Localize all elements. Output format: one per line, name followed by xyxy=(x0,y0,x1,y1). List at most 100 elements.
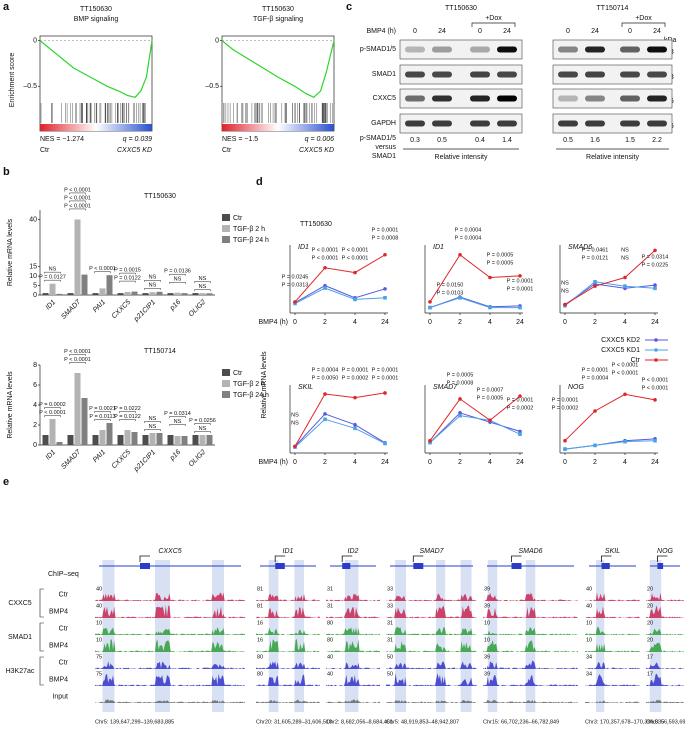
x-tick-label: 4 xyxy=(353,319,357,326)
blot-band xyxy=(432,95,452,102)
data-point xyxy=(323,265,327,270)
p-value-label: P = 0.0005 xyxy=(447,372,474,378)
p-value-label: P = 0.0021 xyxy=(89,406,116,412)
legend-swatch xyxy=(222,391,230,398)
blot-row-label: SMAD1 xyxy=(372,71,396,78)
bar xyxy=(56,293,63,295)
data-point xyxy=(323,392,327,396)
series-line xyxy=(294,418,386,448)
legend-label: TGF-β 24 h xyxy=(233,392,269,399)
bar xyxy=(49,283,56,295)
bar xyxy=(149,433,156,445)
ratio-value: 1.4 xyxy=(502,137,512,144)
p-value-label: P = 0.0313 xyxy=(282,282,309,288)
exon xyxy=(413,563,424,569)
legend-marker xyxy=(654,338,658,342)
chart-title: SMAD6 xyxy=(568,244,592,251)
time-value: 0 xyxy=(413,28,417,35)
data-point xyxy=(323,417,327,422)
p-value-label: P = 0.0005 xyxy=(487,252,514,258)
signal-track xyxy=(585,626,640,635)
track-label: Input xyxy=(52,693,68,700)
tss-arrow xyxy=(139,555,150,562)
x-tick-label: 2 xyxy=(458,319,462,326)
x-tick-label: 4 xyxy=(623,459,627,466)
signal-track xyxy=(585,606,640,618)
signal-track xyxy=(646,605,684,618)
x-tick-label: 2 xyxy=(593,319,597,326)
blot-band xyxy=(647,120,667,127)
signal-track xyxy=(386,700,477,703)
p-value-label: P < 0.0001 xyxy=(64,203,91,209)
plot-title: TGF-β signaling xyxy=(253,16,303,23)
ratio-value: 0.3 xyxy=(410,137,420,144)
p-value-label: P = 0.0004 xyxy=(455,227,482,233)
data-point xyxy=(383,441,387,446)
track-scale: 10 xyxy=(96,637,102,643)
bar xyxy=(124,430,131,445)
x-tick-label: 24 xyxy=(516,459,524,466)
series-line xyxy=(564,393,656,442)
exon xyxy=(657,563,664,569)
track-scale: 31 xyxy=(387,620,393,626)
track-scale: 75 xyxy=(96,654,102,660)
legend-swatch xyxy=(222,380,230,387)
blot-band xyxy=(470,46,490,53)
bar xyxy=(124,291,131,295)
p-value-label: P = 0.0002 xyxy=(342,375,369,381)
time-value: 24 xyxy=(503,28,511,35)
p-value-label: P = 0.0002 xyxy=(507,405,534,411)
bar xyxy=(167,435,174,445)
signal-track xyxy=(95,673,245,686)
p-value-label: P = 0.0001 xyxy=(372,375,399,381)
x-tick-label: PAI1 xyxy=(92,299,107,314)
signal-track xyxy=(326,674,380,686)
significance-bracket xyxy=(69,208,86,211)
bar xyxy=(117,293,124,295)
blot-band xyxy=(620,95,640,102)
p-value-label: NS xyxy=(174,277,182,283)
group-label: H3K27ac xyxy=(6,668,35,675)
bar xyxy=(74,373,81,445)
bar xyxy=(199,293,206,295)
p-value-label: NS xyxy=(149,283,157,289)
p-value-label: P = 0.0103 xyxy=(437,290,464,296)
bar xyxy=(131,432,138,445)
time-value: 0 xyxy=(628,28,632,35)
track-scale: 34 xyxy=(586,671,592,677)
p-value-label: NS xyxy=(149,275,157,281)
legend-swatch xyxy=(222,225,230,232)
panel-label: e xyxy=(3,476,9,488)
signal-track xyxy=(256,638,320,652)
signal-track xyxy=(95,699,245,703)
p-value-label: NS xyxy=(199,426,207,432)
signal-track xyxy=(326,662,380,669)
x-tick-label: 4 xyxy=(623,319,627,326)
coordinates-label: Chr5: 48,919,853–48,942,807 xyxy=(386,719,459,725)
data-point xyxy=(458,252,462,257)
significance-bracket xyxy=(144,288,161,290)
significance-bracket xyxy=(44,279,61,282)
blot-band xyxy=(620,71,640,78)
p-value-label: P = 0.0001 xyxy=(372,367,399,373)
track-scale: 33 xyxy=(387,603,393,609)
p-value-label: P < 0.0001 xyxy=(342,255,369,261)
ratio-value: 0.4 xyxy=(475,137,485,144)
significance-bracket xyxy=(44,271,61,274)
x-tick-label: 4 xyxy=(488,319,492,326)
p-value-label: P = 0.0122 xyxy=(114,414,141,420)
track-scale: 20 xyxy=(647,586,653,592)
data-point xyxy=(593,443,597,448)
data-point xyxy=(458,397,462,401)
signal-track xyxy=(256,699,320,703)
highlight-region xyxy=(460,560,472,712)
track-scale: 20 xyxy=(647,603,653,609)
signal-track xyxy=(646,642,684,652)
q-label: q = 0.006 xyxy=(305,136,334,143)
signal-track xyxy=(386,661,477,669)
significance-bracket xyxy=(169,416,186,418)
track-scale: 39 xyxy=(484,603,490,609)
blot-band xyxy=(470,71,490,78)
p-value-label: P = 0.0113 xyxy=(89,414,115,420)
